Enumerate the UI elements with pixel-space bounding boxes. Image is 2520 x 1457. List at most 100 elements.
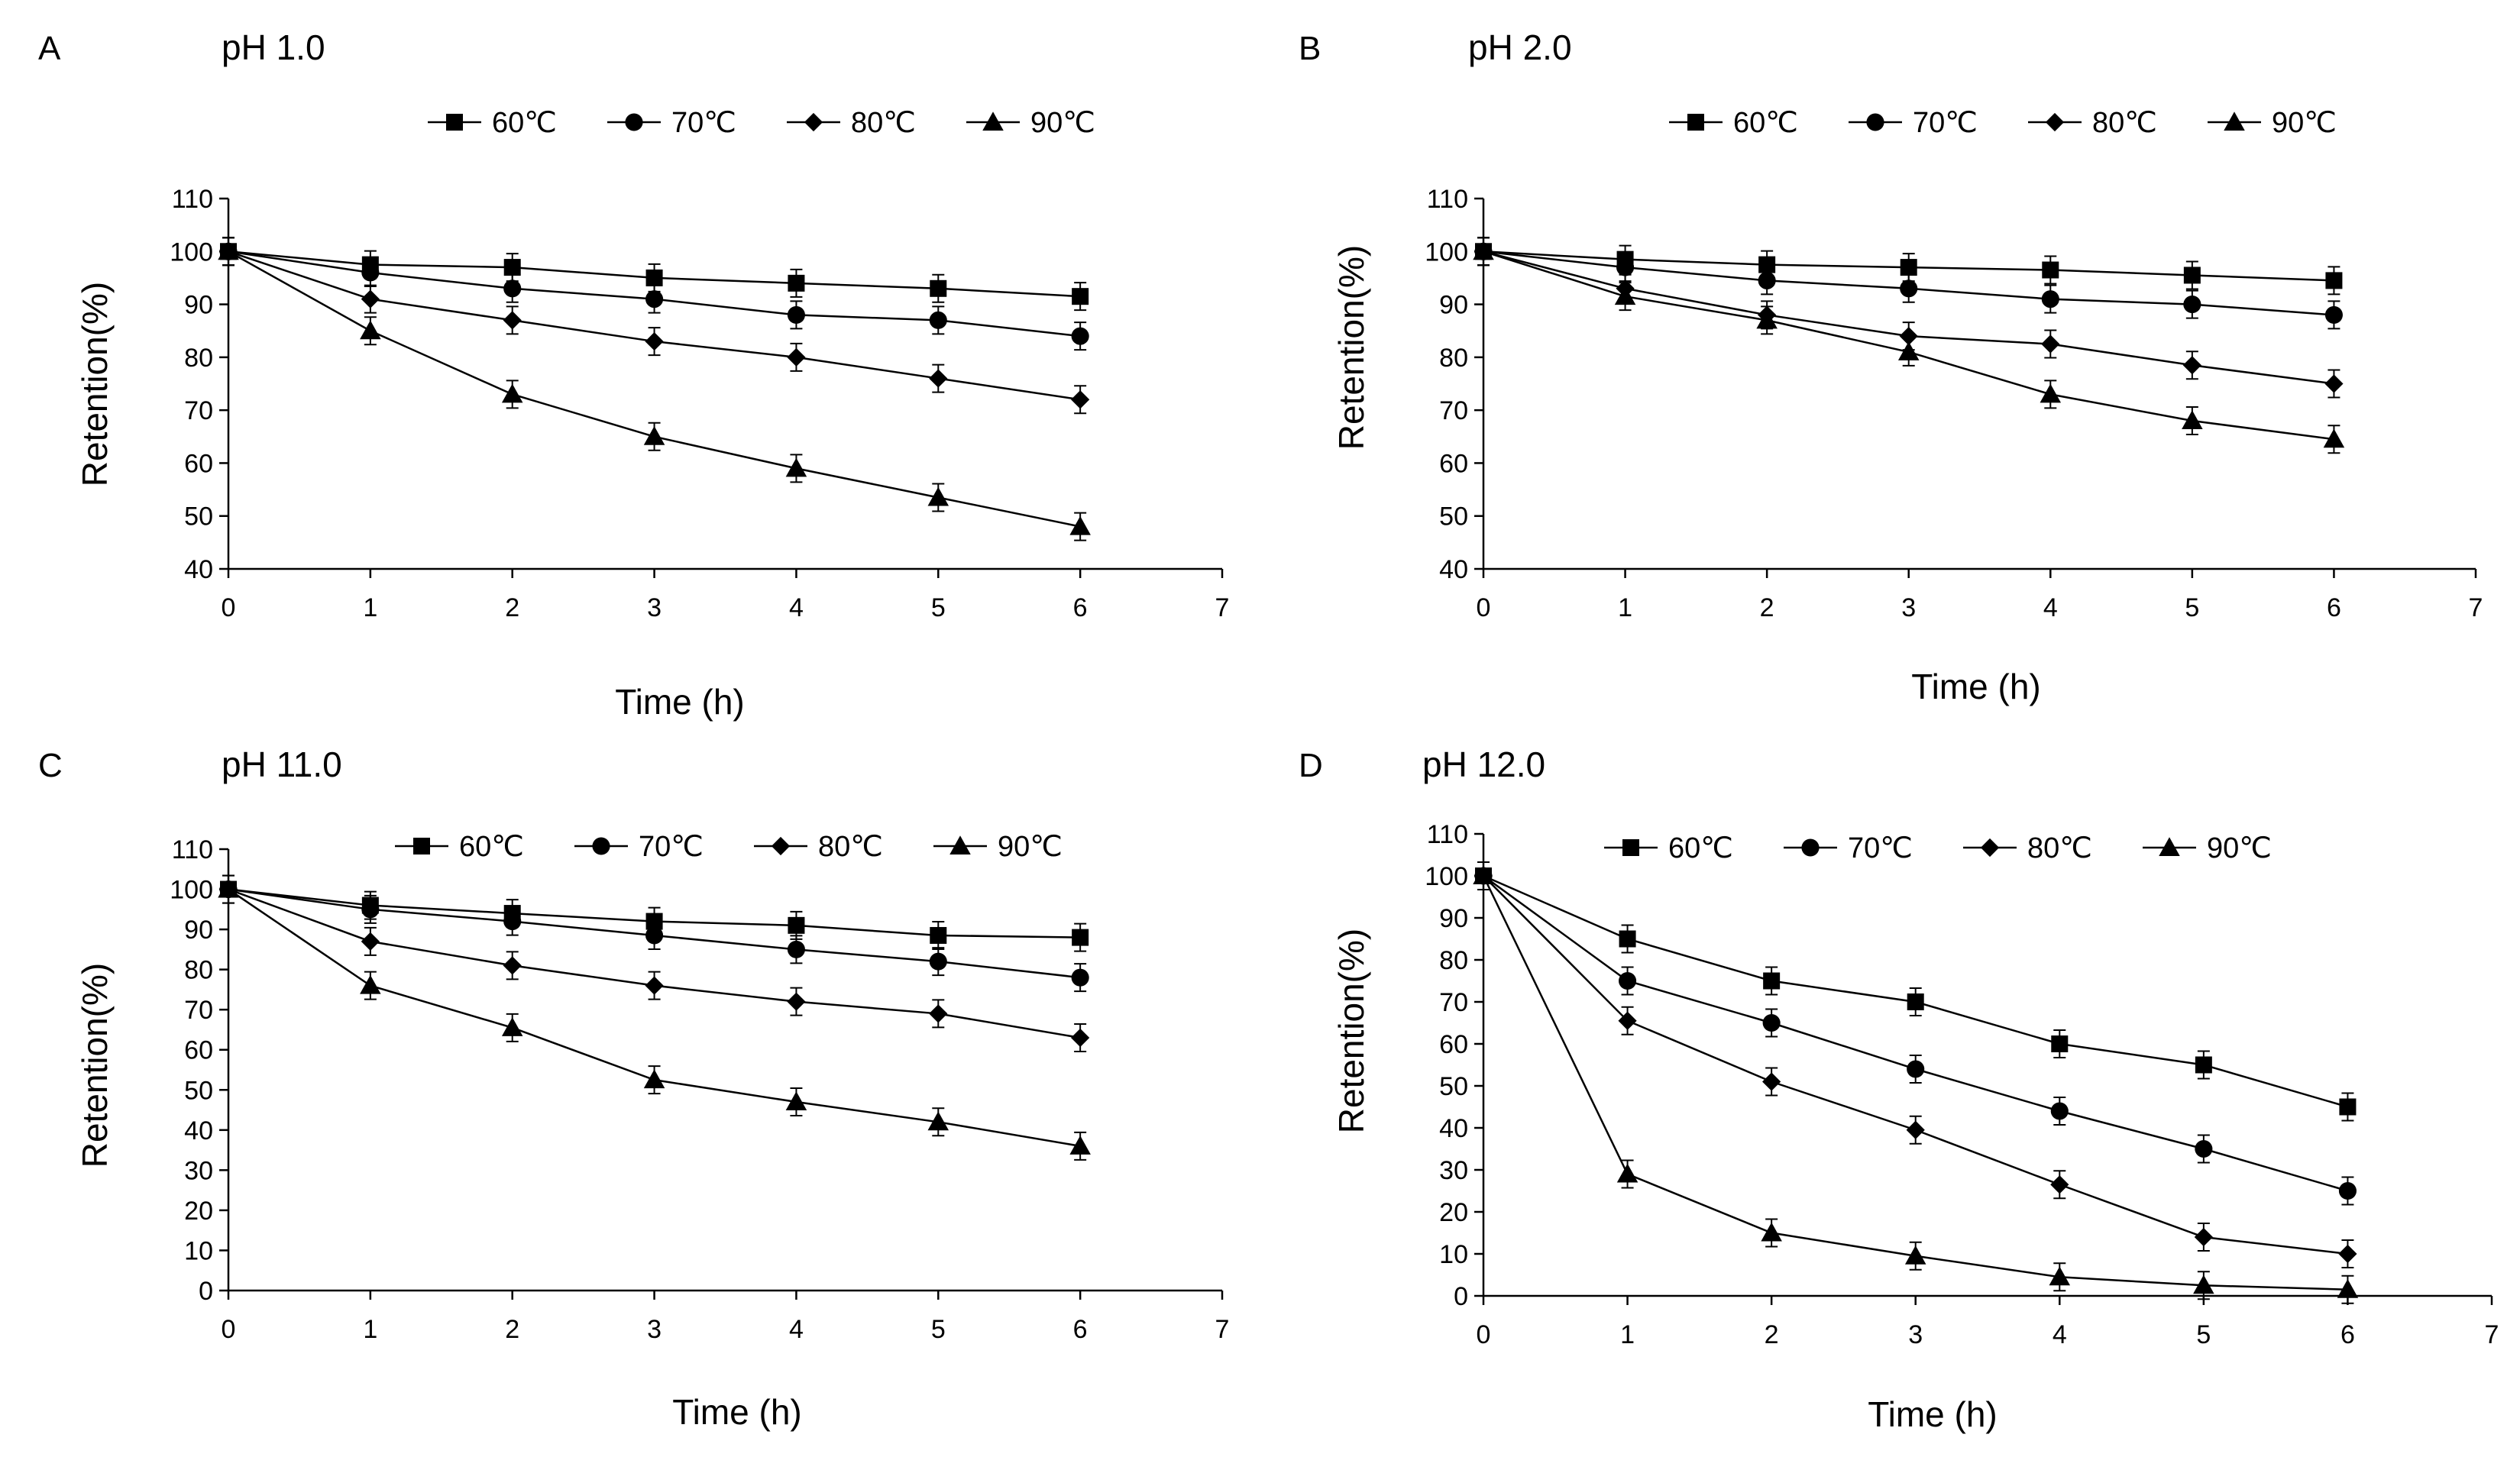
x-tick-label: 2 (505, 1315, 519, 1344)
series-triangle (1473, 237, 2345, 454)
y-tick-label: 90 (1439, 291, 1468, 320)
y-tick-label: 110 (172, 185, 213, 214)
data-point (1762, 1072, 1781, 1091)
x-axis-title: Time (h) (1911, 667, 2041, 706)
data-point (787, 305, 805, 324)
data-point (927, 486, 949, 506)
data-point (1071, 327, 1089, 345)
y-tick-label: 70 (184, 996, 213, 1025)
x-tick-label: 1 (363, 593, 377, 622)
data-point (1619, 971, 1637, 990)
data-point (1763, 972, 1781, 990)
data-point (2324, 305, 2343, 324)
legend-label: 60℃ (459, 831, 524, 863)
data-point (1616, 1163, 1638, 1183)
y-tick-label: 10 (184, 1236, 213, 1265)
data-point (787, 992, 806, 1011)
legend: 60℃ 70℃ 80℃ 90℃ (428, 107, 1095, 139)
y-tick-label: 40 (184, 555, 213, 584)
data-point (1758, 256, 1776, 273)
legend: 60℃ 70℃ 80℃ 90℃ (395, 831, 1063, 863)
data-point (2193, 1274, 2214, 1294)
y-axis-title: Retention(%) (1331, 245, 1371, 450)
data-point (643, 426, 665, 445)
data-point (360, 974, 381, 994)
data-point (785, 1091, 807, 1111)
y-tick-label: 30 (184, 1156, 213, 1185)
y-tick-label: 90 (184, 291, 213, 320)
y-tick-label: 90 (184, 916, 213, 945)
x-tick-label: 4 (789, 1315, 804, 1344)
data-point (501, 383, 523, 403)
legend-label: 80℃ (2027, 832, 2092, 864)
data-point (929, 952, 947, 971)
x-tick-label: 7 (1215, 593, 1230, 622)
y-tick-label: 50 (1439, 1072, 1468, 1101)
data-point (2323, 428, 2345, 448)
y-tick-label: 110 (172, 835, 213, 864)
legend: 60℃ 70℃ 80℃ 90℃ (1604, 832, 2272, 864)
x-tick-label: 7 (1215, 1315, 1230, 1344)
x-axis-title: Time (h) (672, 1392, 802, 1432)
data-point (360, 320, 381, 340)
series-triangle (218, 237, 1091, 541)
y-tick-label: 0 (199, 1277, 213, 1306)
legend-label: 70℃ (1848, 832, 1913, 864)
data-point (2339, 1098, 2357, 1116)
y-tick-label: 70 (1439, 396, 1468, 425)
data-point (2337, 1279, 2359, 1298)
data-point (1071, 1028, 1090, 1048)
legend-marker-diamond (2045, 112, 2065, 132)
panel-title: pH 11.0 (222, 745, 342, 784)
data-point (2040, 383, 2062, 403)
x-tick-label: 4 (789, 593, 804, 622)
data-point (1473, 241, 1494, 260)
y-tick-label: 40 (1439, 555, 1468, 584)
legend-label: 70℃ (1913, 107, 1978, 139)
data-point (218, 241, 239, 260)
data-point (787, 347, 806, 367)
series-diamond (1474, 861, 2357, 1268)
data-point (1907, 993, 1924, 1010)
data-point (645, 976, 664, 995)
x-tick-label: 3 (1901, 593, 1916, 622)
data-point (1900, 279, 1918, 298)
data-point (2338, 1244, 2357, 1264)
data-point (2050, 1175, 2069, 1194)
y-tick-label: 50 (1439, 502, 1468, 531)
y-tick-label: 110 (1427, 820, 1468, 849)
data-point (1907, 1060, 1925, 1078)
series-triangle (218, 874, 1091, 1161)
legend-marker-circle (592, 837, 610, 855)
panel-label: B (1299, 30, 1321, 67)
data-point (503, 259, 521, 276)
y-tick-label: 20 (184, 1197, 213, 1226)
legend-marker-triangle (982, 111, 1004, 131)
legend-marker-square (446, 114, 463, 131)
data-point (1758, 271, 1776, 289)
x-tick-label: 6 (2327, 593, 2341, 622)
panel-title: pH 12.0 (1422, 745, 1545, 784)
legend-marker-square (413, 838, 430, 854)
data-point (929, 1004, 948, 1023)
data-point (787, 940, 805, 958)
legend-label: 80℃ (818, 831, 883, 863)
y-tick-label: 30 (1439, 1156, 1468, 1185)
y-tick-label: 80 (184, 344, 213, 373)
legend-label: 60℃ (1668, 832, 1733, 864)
panel-label: D (1299, 747, 1323, 784)
data-point (785, 457, 807, 477)
x-tick-label: 4 (2053, 1320, 2067, 1349)
data-point (1069, 1136, 1091, 1155)
y-tick-label: 110 (1427, 185, 1468, 214)
data-point (361, 900, 380, 919)
data-point (1069, 515, 1091, 535)
x-tick-label: 6 (1073, 1315, 1088, 1344)
data-point (503, 913, 522, 931)
y-tick-label: 60 (184, 1036, 213, 1065)
data-point (2051, 1035, 2069, 1052)
data-point (1614, 286, 1636, 305)
